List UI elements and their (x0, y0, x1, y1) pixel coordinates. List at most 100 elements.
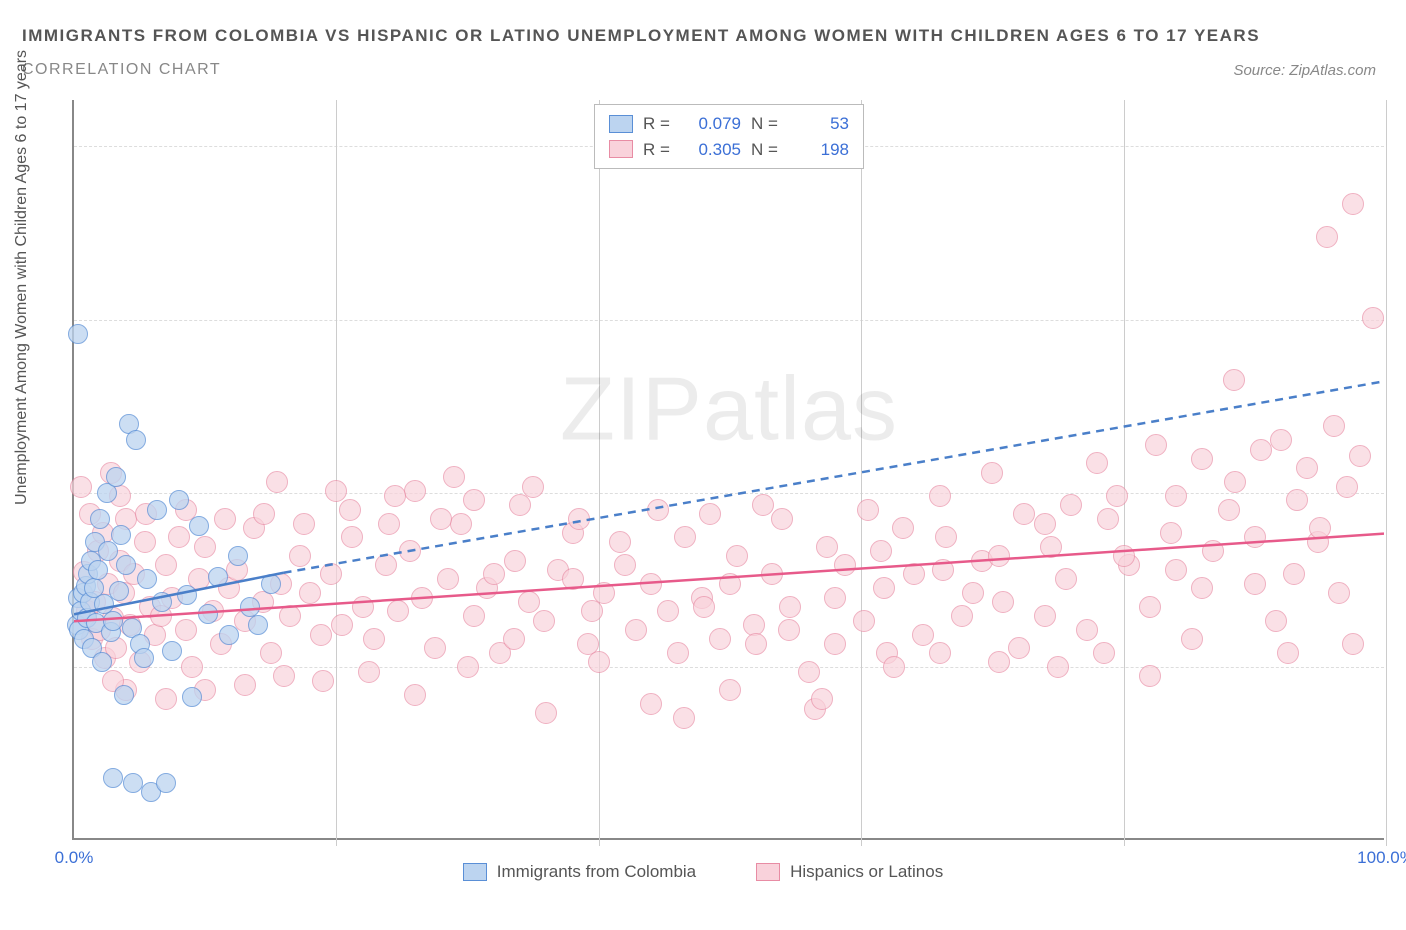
data-point-hispanic (588, 651, 610, 673)
data-point-hispanic (504, 550, 526, 572)
data-point-hispanic (1286, 489, 1308, 511)
data-point-hispanic (798, 661, 820, 683)
data-point-colombia (147, 500, 167, 520)
grid-line-v (1124, 100, 1125, 846)
grid-line-v (336, 100, 337, 846)
data-point-colombia (177, 585, 197, 605)
data-point-hispanic (1224, 471, 1246, 493)
data-point-hispanic (155, 554, 177, 576)
data-point-hispanic (1139, 665, 1161, 687)
legend-n-value: 53 (795, 111, 849, 137)
data-point-hispanic (1250, 439, 1272, 461)
data-point-hispanic (752, 494, 774, 516)
data-point-hispanic (935, 526, 957, 548)
data-point-hispanic (535, 702, 557, 724)
data-point-colombia (106, 467, 126, 487)
data-point-colombia (169, 490, 189, 510)
data-point-colombia (92, 652, 112, 672)
data-point-hispanic (194, 536, 216, 558)
data-point-hispanic (870, 540, 892, 562)
data-point-hispanic (387, 600, 409, 622)
data-point-hispanic (168, 526, 190, 548)
y-tick-label: 7.5% (1394, 657, 1406, 677)
data-point-colombia (240, 597, 260, 617)
data-point-hispanic (175, 619, 197, 641)
data-point-colombia (182, 687, 202, 707)
data-point-hispanic (778, 619, 800, 641)
data-point-colombia (103, 768, 123, 788)
data-point-hispanic (1342, 633, 1364, 655)
data-point-hispanic (518, 591, 540, 613)
data-point-hispanic (503, 628, 525, 650)
data-point-hispanic (726, 545, 748, 567)
data-point-colombia (162, 641, 182, 661)
source-label: Source: ZipAtlas.com (1233, 62, 1376, 79)
legend-row-colombia: R =0.079N =53 (609, 111, 849, 137)
data-point-hispanic (929, 485, 951, 507)
data-point-hispanic (674, 526, 696, 548)
data-point-hispanic (155, 688, 177, 710)
data-point-colombia (198, 604, 218, 624)
data-point-hispanic (181, 656, 203, 678)
data-point-hispanic (873, 577, 895, 599)
data-point-hispanic (962, 582, 984, 604)
data-point-hispanic (640, 573, 662, 595)
y-tick-label: 30.0% (1394, 136, 1406, 156)
data-point-colombia (109, 581, 129, 601)
legend-n-label: N = (751, 137, 785, 163)
data-point-hispanic (424, 637, 446, 659)
data-point-hispanic (352, 596, 374, 618)
data-point-colombia (137, 569, 157, 589)
data-point-hispanic (1191, 577, 1213, 599)
legend-swatch (756, 863, 780, 881)
data-point-hispanic (562, 568, 584, 590)
data-point-hispanic (709, 628, 731, 650)
legend-r-value: 0.079 (687, 111, 741, 137)
data-point-hispanic (325, 480, 347, 502)
data-point-hispanic (273, 665, 295, 687)
data-point-hispanic (1336, 476, 1358, 498)
data-point-colombia (261, 574, 281, 594)
legend-r-label: R = (643, 111, 677, 137)
y-tick-label: 22.5% (1394, 310, 1406, 330)
data-point-hispanic (883, 656, 905, 678)
data-point-hispanic (1093, 642, 1115, 664)
data-point-hispanic (816, 536, 838, 558)
data-point-hispanic (1362, 307, 1384, 329)
data-point-hispanic (134, 531, 156, 553)
data-point-hispanic (483, 563, 505, 585)
watermark: ZIPatlas (560, 358, 898, 461)
data-point-hispanic (1265, 610, 1287, 632)
data-point-hispanic (1145, 434, 1167, 456)
data-point-colombia (219, 625, 239, 645)
data-point-colombia (126, 430, 146, 450)
data-point-hispanic (214, 508, 236, 530)
legend-swatch (463, 863, 487, 881)
grid-line-v (599, 100, 600, 846)
grid-line-h (74, 667, 1384, 668)
correlation-legend: R =0.079N =53R =0.305N =198 (594, 104, 864, 169)
data-point-hispanic (1040, 536, 1062, 558)
data-point-hispanic (981, 462, 1003, 484)
data-point-hispanic (1106, 485, 1128, 507)
data-point-hispanic (430, 508, 452, 530)
data-point-hispanic (824, 587, 846, 609)
data-point-hispanic (463, 489, 485, 511)
chart-subtitle: CORRELATION CHART (22, 61, 221, 79)
legend-item-hispanic: Hispanics or Latinos (756, 862, 943, 882)
data-point-hispanic (1328, 582, 1350, 604)
data-point-hispanic (811, 688, 833, 710)
data-point-hispanic (1181, 628, 1203, 650)
data-point-colombia (134, 648, 154, 668)
data-point-hispanic (310, 624, 332, 646)
data-point-hispanic (1244, 526, 1266, 548)
data-point-hispanic (992, 591, 1014, 613)
data-point-hispanic (509, 494, 531, 516)
data-point-hispanic (1309, 517, 1331, 539)
data-point-hispanic (253, 503, 275, 525)
data-point-colombia (189, 516, 209, 536)
data-point-hispanic (903, 563, 925, 585)
data-point-hispanic (647, 499, 669, 521)
data-point-hispanic (988, 651, 1010, 673)
data-point-hispanic (834, 554, 856, 576)
